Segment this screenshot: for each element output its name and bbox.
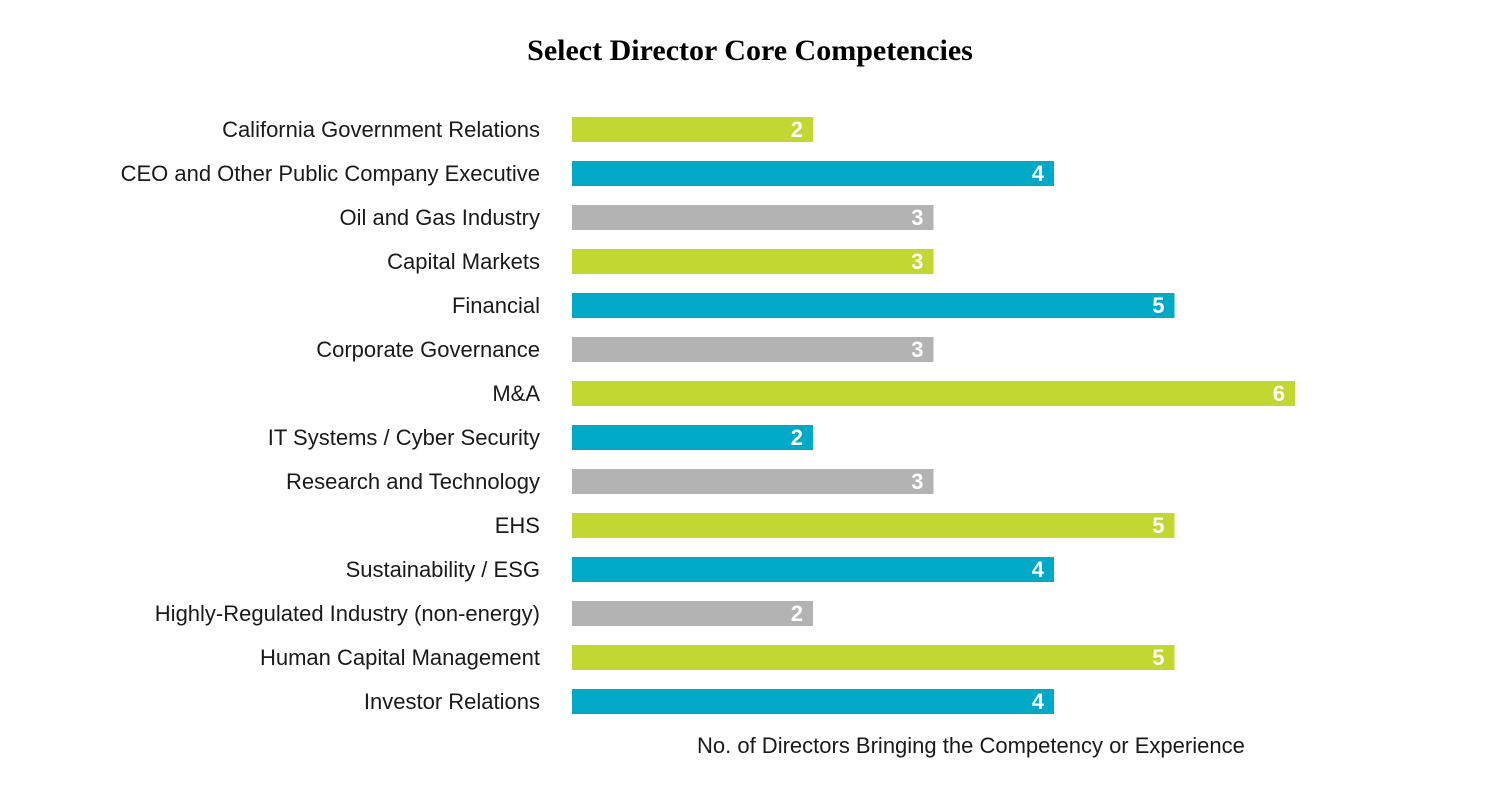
data-label: 4 <box>1032 161 1045 186</box>
category-label: Sustainability / ESG <box>346 557 540 582</box>
data-label: 6 <box>1273 381 1285 406</box>
data-label: 4 <box>1032 557 1045 582</box>
category-label: Research and Technology <box>286 469 540 494</box>
category-label: IT Systems / Cyber Security <box>268 425 540 450</box>
bar <box>572 249 934 274</box>
category-label: EHS <box>495 513 540 538</box>
data-label: 5 <box>1152 293 1164 318</box>
x-axis-label: No. of Directors Bringing the Competency… <box>697 733 1245 758</box>
category-label: Corporate Governance <box>316 337 540 362</box>
data-label: 3 <box>911 249 923 274</box>
bar <box>572 645 1175 670</box>
data-label: 2 <box>791 425 803 450</box>
category-label: Human Capital Management <box>260 645 540 670</box>
bar <box>572 161 1054 186</box>
category-label: California Government Relations <box>222 117 540 142</box>
bar <box>572 513 1175 538</box>
category-label: Investor Relations <box>364 689 540 714</box>
bar <box>572 601 813 626</box>
data-label: 5 <box>1152 513 1164 538</box>
bar <box>572 689 1054 714</box>
bar <box>572 337 934 362</box>
category-label: Highly-Regulated Industry (non-energy) <box>155 601 540 626</box>
data-label: 4 <box>1032 689 1045 714</box>
data-label: 2 <box>791 117 803 142</box>
category-label: Financial <box>452 293 540 318</box>
category-label: M&A <box>492 381 540 406</box>
data-label: 3 <box>911 337 923 362</box>
bar <box>572 117 813 142</box>
bar <box>572 205 934 230</box>
bar <box>572 557 1054 582</box>
data-label: 5 <box>1152 645 1164 670</box>
bar <box>572 381 1295 406</box>
category-label: Capital Markets <box>387 249 540 274</box>
bar <box>572 293 1175 318</box>
data-label: 3 <box>911 469 923 494</box>
data-label: 2 <box>791 601 803 626</box>
category-label: Oil and Gas Industry <box>339 205 540 230</box>
bar <box>572 425 813 450</box>
category-label: CEO and Other Public Company Executive <box>121 161 540 186</box>
data-label: 3 <box>911 205 923 230</box>
chart-title: Select Director Core Competencies <box>527 34 973 67</box>
bar <box>572 469 934 494</box>
